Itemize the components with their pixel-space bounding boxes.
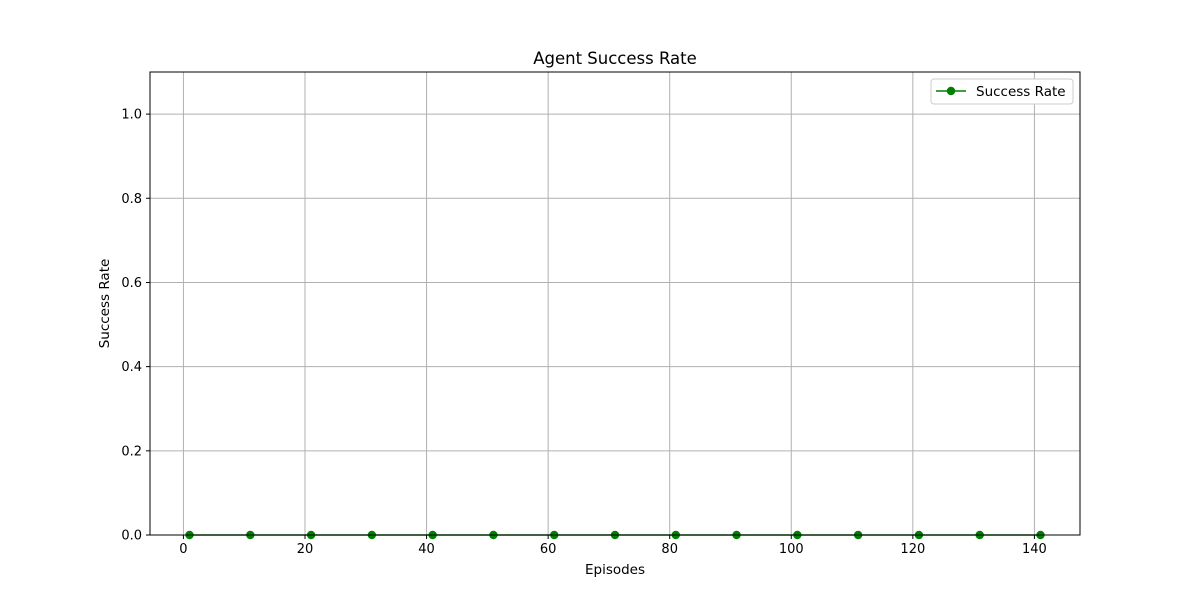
x-tick-label: 100 <box>779 542 804 557</box>
y-tick-label: 0.4 <box>121 360 142 375</box>
x-tick-label: 120 <box>900 542 925 557</box>
x-axis-label: Episodes <box>585 562 645 578</box>
y-axis-label: Success Rate <box>97 259 113 349</box>
y-tick-label: 0.2 <box>121 444 142 459</box>
y-tick-label: 0.8 <box>121 192 142 207</box>
chart-title: Agent Success Rate <box>533 49 697 68</box>
x-tick-label: 20 <box>297 542 314 557</box>
legend-entry-label: Success Rate <box>976 84 1066 100</box>
x-tick-label: 0 <box>179 542 187 557</box>
y-tick-label: 0.6 <box>121 276 142 291</box>
plot-frame <box>149 71 1081 536</box>
y-tick-label: 0.0 <box>121 529 142 544</box>
y-tick-label: 1.0 <box>121 108 142 123</box>
legend-box <box>930 78 1074 105</box>
x-tick-label: 60 <box>540 542 557 557</box>
x-tick-label: 40 <box>418 542 435 557</box>
legend: Success Rate <box>930 78 1074 105</box>
x-tick-label: 140 <box>1022 542 1047 557</box>
legend-marker-swatch <box>946 86 956 96</box>
x-tick-label: 80 <box>661 542 678 557</box>
axis-ticks: 0 20 40 60 80 100 120 140 0.0 0.2 0.4 0.6 0.8 1.0 <box>121 108 1047 557</box>
